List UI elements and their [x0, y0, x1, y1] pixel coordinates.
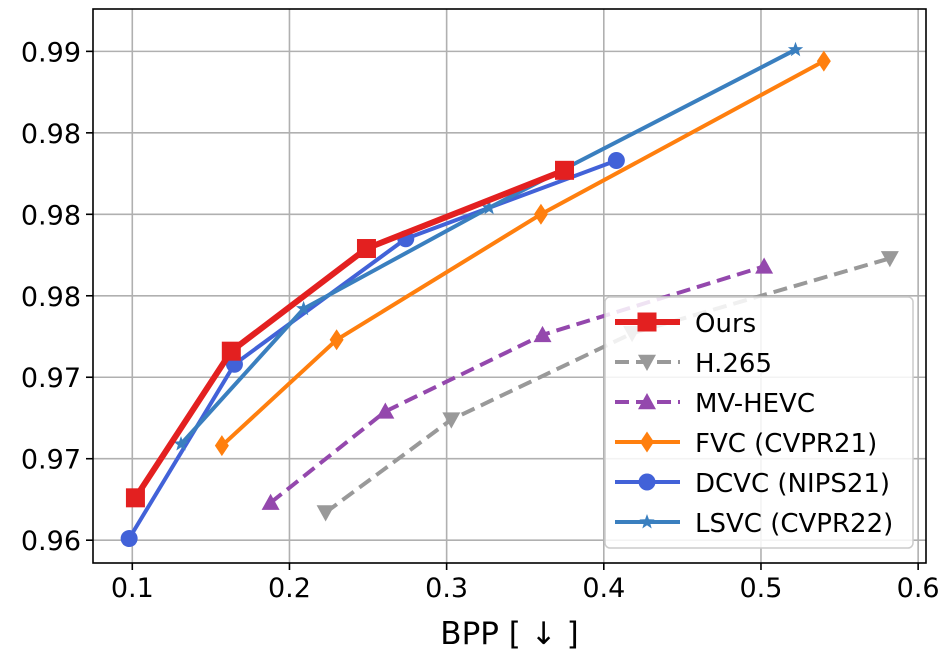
y-tick-label: 0.96 [21, 526, 81, 557]
legend-entry: LSVC (CVPR22) [615, 509, 893, 539]
data-point-marker [640, 431, 654, 453]
data-point-marker [755, 257, 774, 274]
series-layer [120, 41, 899, 548]
series-mv-hevc [261, 257, 774, 510]
data-point-marker [638, 393, 656, 410]
data-point-marker [356, 239, 376, 259]
data-point-marker [214, 435, 229, 457]
data-point-marker [481, 199, 497, 215]
grid-lines [93, 9, 926, 563]
data-point-marker [221, 341, 241, 361]
series-line [179, 47, 797, 446]
legend-entry: Ours [615, 309, 756, 339]
data-point-marker [296, 300, 312, 316]
y-tick-label: 0.98 [21, 200, 81, 231]
x-axis-label: BPP [ ↓ ] [440, 616, 578, 652]
data-point-marker [261, 493, 280, 510]
series-line [269, 264, 765, 505]
data-point-marker [329, 329, 344, 351]
data-point-marker [638, 473, 656, 491]
data-point-marker [125, 488, 145, 508]
x-tick-label: 0.6 [897, 573, 940, 604]
data-point-marker [880, 251, 899, 268]
legend-label: MV-HEVC [695, 389, 815, 419]
legend-label: DCVC (NIPS21) [695, 469, 890, 499]
x-tick-label: 0.3 [425, 573, 468, 604]
data-point-marker [787, 41, 804, 57]
data-point-marker [639, 514, 655, 529]
legend-entry: MV-HEVC [615, 389, 815, 419]
data-point-marker [376, 402, 395, 419]
legend: Ours H.265 MV-HEVC FVC (CVPR21) DCVC (NIPS21… [604, 296, 914, 549]
series-line [220, 59, 825, 448]
y-tick-label: 0.99 [21, 37, 81, 68]
legend-label: LSVC (CVPR22) [695, 509, 893, 539]
data-point-marker [442, 412, 461, 429]
x-tick-label: 0.4 [582, 573, 625, 604]
data-point-marker [533, 203, 548, 225]
data-point-marker [173, 436, 189, 451]
y-tick-label: 0.97 [21, 363, 81, 394]
data-point-marker [816, 50, 831, 72]
plot-frame [92, 8, 927, 564]
series-line [132, 167, 566, 500]
legend-label: FVC (CVPR21) [695, 429, 877, 459]
data-point-marker [637, 312, 657, 332]
data-point-marker [555, 160, 575, 180]
series-ours [125, 160, 575, 508]
data-point-marker [607, 152, 625, 170]
legend-entry: DCVC (NIPS21) [615, 469, 890, 499]
legend-entry: H.265 [615, 349, 772, 379]
x-tick-label: 0.2 [268, 573, 311, 604]
y-tick-label: 0.98 [21, 282, 81, 313]
data-point-marker [533, 325, 552, 343]
legend-label: H.265 [695, 349, 772, 379]
y-tick-label: 0.98 [21, 119, 81, 150]
series-lsvc-cvpr22 [173, 41, 804, 451]
series-fvc-cvpr21 [214, 50, 831, 457]
series-line [324, 256, 891, 515]
legend-entry: FVC (CVPR21) [615, 429, 877, 459]
legend-box [604, 296, 914, 549]
y-tick-label: 0.97 [21, 445, 81, 476]
x-tick-label: 0.1 [111, 573, 154, 604]
data-point-marker [120, 530, 138, 548]
axis-ticks: 0.1 0.2 0.3 0.4 0.5 0.6 0.96 0.97 0.97 0.98 0.98 0.… [21, 37, 940, 604]
legend-label: Ours [695, 309, 756, 339]
data-point-marker [638, 354, 656, 371]
x-tick-label: 0.5 [739, 573, 782, 604]
data-point-marker [316, 505, 335, 522]
